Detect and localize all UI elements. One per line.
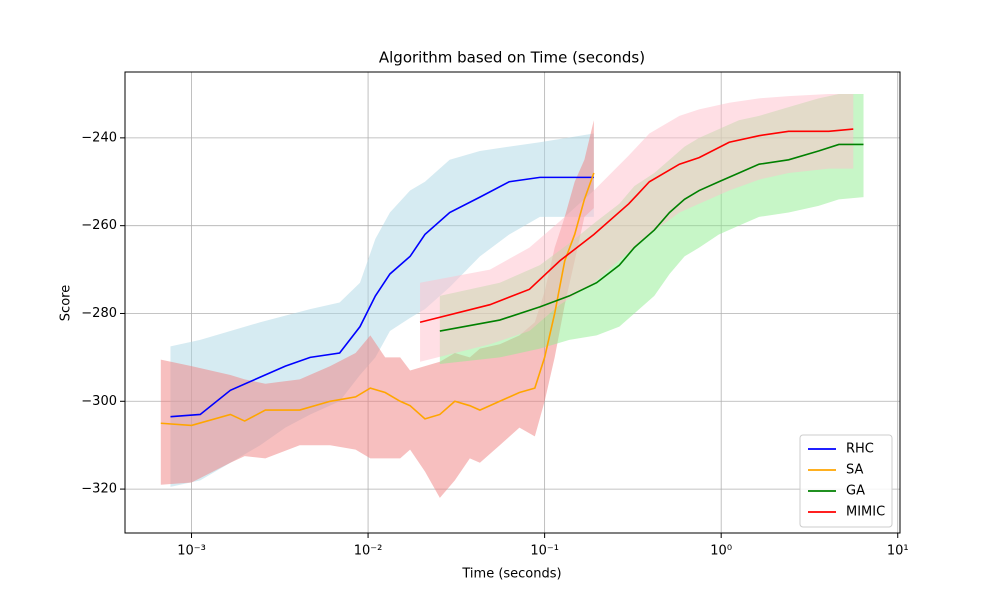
chart-title: Algorithm based on Time (seconds) [379,49,645,67]
x-tick-label: 10⁻³ [177,544,206,559]
x-tick-label: 10⁰ [710,544,732,559]
plot-frame [124,71,901,534]
y-tick-label: −260 [81,218,117,233]
y-tick-label: −320 [81,482,117,497]
x-tick-label: 10⁻² [354,544,383,559]
legend-label: RHC [846,442,874,457]
x-axis-label: Time (seconds) [461,567,561,582]
y-tick-label: −240 [81,130,117,145]
legend-label: SA [846,463,863,478]
legend-box [799,434,893,528]
y-tick-label: −280 [81,306,117,321]
series-line [160,172,595,427]
series-line [439,143,864,332]
series-line [170,176,594,418]
confidence-band [160,120,594,498]
x-tick-label: 10⁻¹ [530,544,559,559]
legend-label: GA [846,484,865,499]
x-tick-label: 10¹ [887,544,909,559]
y-tick-label: −300 [81,394,117,409]
series-line [419,128,854,324]
legend-label: MIMIC [846,505,885,520]
y-axis-label: Score [59,285,74,321]
confidence-band [420,93,854,362]
